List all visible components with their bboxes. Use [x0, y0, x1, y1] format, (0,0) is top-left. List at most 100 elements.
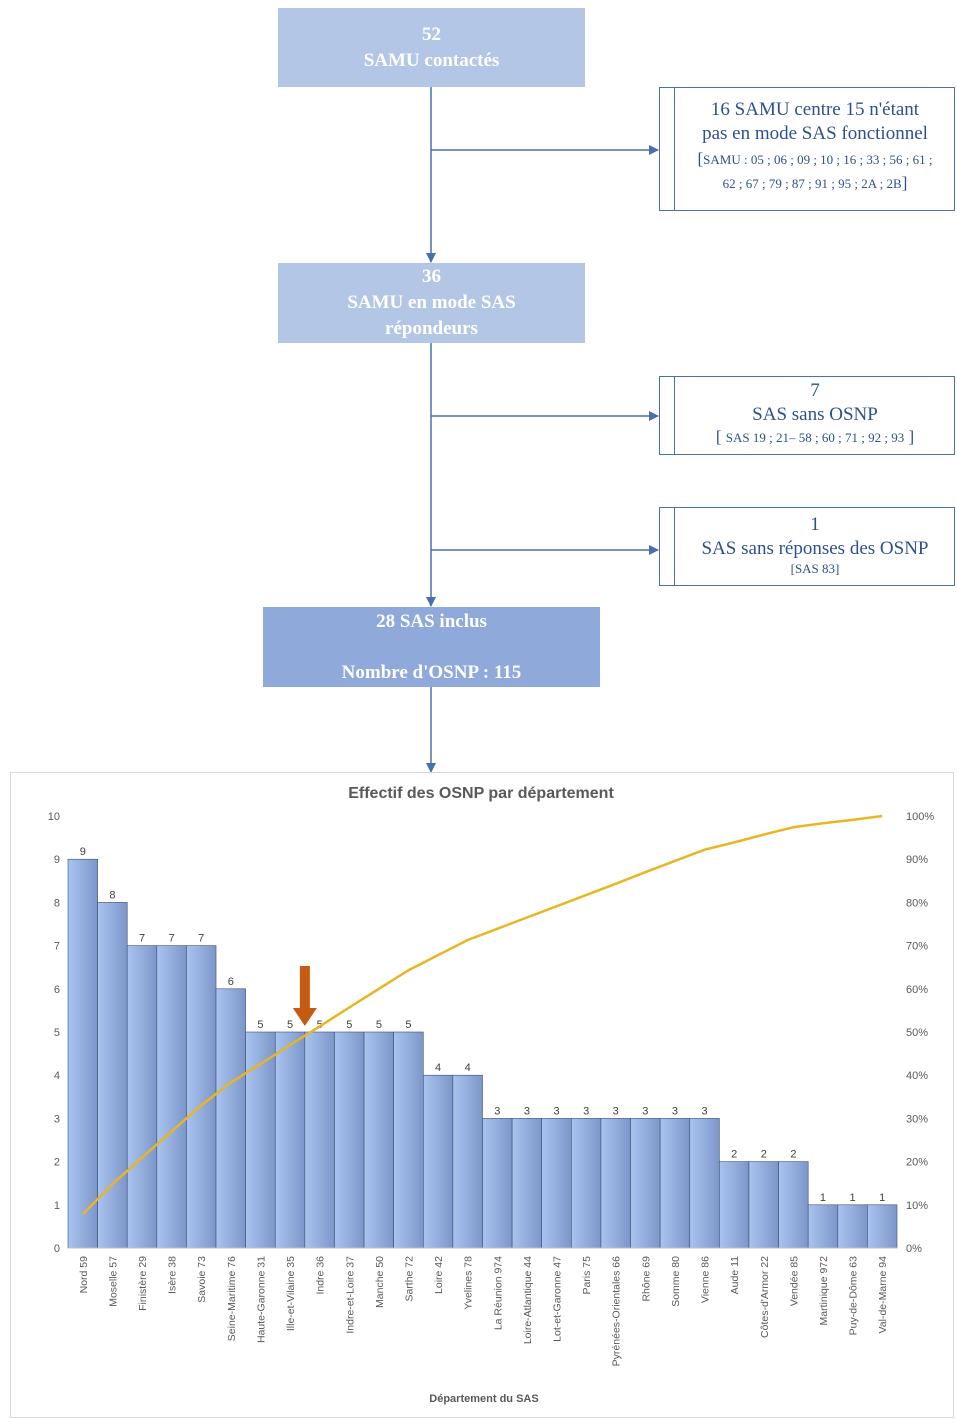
y-tick-8: 8 [54, 897, 60, 909]
sas-without-osnp-box: 7 SAS sans OSNP [ SAS 19 ; 21– 58 ; 60 ;… [659, 376, 955, 455]
value-label-5: 7 [198, 933, 204, 945]
flow-connectors [426, 87, 659, 773]
value-label-23: 2 [731, 1149, 737, 1161]
bar-6 [215, 988, 246, 1249]
bar-25 [778, 1161, 809, 1249]
y-tick-6: 6 [54, 984, 60, 996]
value-label-1: 9 [80, 846, 86, 858]
annotation-arrow-head [292, 1008, 317, 1026]
category-label-17: Lot-et-Garonne 47 [552, 1256, 564, 1342]
value-label-15: 3 [494, 1105, 500, 1117]
category-label-15: La Réunion 974 [492, 1256, 504, 1330]
y-tick-7: 7 [54, 941, 60, 953]
value-label-12: 5 [405, 1019, 411, 1031]
value-label-21: 3 [672, 1105, 678, 1117]
without-osnp-label: SAS sans OSNP [752, 404, 878, 425]
non-functional-list-1: [SAMU : 05 ; 06 ; 09 ; 10 ; 16 ; 33 ; 56… [697, 149, 933, 168]
responders-count: 36 [422, 266, 441, 287]
y-tick-2: 2 [54, 1157, 60, 1169]
category-label-16: Loire-Atlantique 44 [522, 1256, 534, 1344]
bar-11 [363, 1031, 394, 1249]
category-label-12: Sarthe 72 [403, 1256, 415, 1302]
bar-8 [274, 1031, 306, 1249]
responders-label-2: répondeurs [385, 318, 478, 339]
side-box-divider [674, 88, 675, 210]
y-tick-0: 0 [54, 1243, 60, 1255]
category-label-1: Nord 59 [78, 1256, 90, 1294]
category-label-24: Côtes-d'Armor 22 [759, 1256, 771, 1338]
y2-tick-10: 100% [906, 811, 934, 823]
y-tick-1: 1 [54, 1200, 60, 1212]
category-label-10: Indre-et-Loire 37 [344, 1256, 356, 1334]
y2-tick-7: 70% [906, 941, 928, 953]
category-label-28: Val-de-Marne 94 [877, 1256, 889, 1334]
value-label-8: 5 [287, 1019, 293, 1031]
sas-responders-box: 36 SAMU en mode SAS répondeurs [278, 263, 585, 343]
value-label-7: 5 [257, 1019, 263, 1031]
category-label-25: Vendée 85 [788, 1256, 800, 1306]
non-functional-samu-box: 16 SAMU centre 15 n'étant pas en mode SA… [659, 87, 955, 211]
bar-4 [156, 945, 187, 1249]
no-response-list: [SAS 83] [790, 561, 840, 576]
bar-15 [482, 1118, 513, 1249]
bar-27 [837, 1204, 868, 1249]
annotation-arrow-shaft [299, 966, 310, 1010]
y-tick-10: 10 [48, 811, 60, 823]
value-label-2: 8 [109, 889, 115, 901]
non-functional-title-1: 16 SAMU centre 15 n'étant [710, 99, 920, 120]
value-label-4: 7 [169, 933, 175, 945]
category-label-11: Manche 50 [374, 1256, 386, 1308]
category-label-20: Rhône 69 [640, 1256, 652, 1302]
contacted-label: SAMU contactés [363, 50, 500, 71]
category-label-14: Yvelines 78 [463, 1256, 475, 1310]
value-label-20: 3 [642, 1105, 648, 1117]
no-response-count: 1 [810, 514, 820, 535]
category-label-18: Paris 75 [581, 1256, 593, 1295]
cumulative-percentage-line [81, 814, 883, 1216]
without-osnp-list: [ SAS 19 ; 21– 58 ; 60 ; 71 ; 92 ; 93 ] [715, 427, 915, 446]
value-label-13: 4 [435, 1062, 441, 1074]
bar-16 [511, 1118, 543, 1249]
y-axis-right: 0% 10% 20% 30% 40% 50% 60% 70% 80% 90% 100% [906, 811, 934, 1255]
category-label-23: Aude 11 [729, 1256, 741, 1294]
bar-20 [630, 1118, 661, 1249]
category-label-19: Pyrénées-Orientales 66 [611, 1256, 623, 1366]
bar-21 [659, 1118, 691, 1249]
y-axis-left: 0 1 2 3 4 5 6 7 8 9 10 [48, 811, 60, 1255]
category-label-9: Indre 36 [315, 1256, 327, 1295]
category-label-26: Martinique 972 [818, 1256, 830, 1326]
bar-14 [452, 1074, 483, 1249]
value-label-28: 1 [879, 1192, 885, 1204]
responders-label-1: SAMU en mode SAS [347, 292, 516, 313]
value-label-19: 3 [613, 1105, 619, 1117]
value-label-17: 3 [553, 1105, 559, 1117]
non-functional-title-2: pas en mode SAS fonctionnel [702, 123, 928, 144]
contacted-samu-box: 52 SAMU contactés [278, 8, 585, 87]
y2-tick-2: 20% [906, 1157, 928, 1169]
y-tick-9: 9 [54, 854, 60, 866]
category-label-4: Isère 38 [167, 1256, 179, 1294]
value-label-24: 2 [761, 1149, 767, 1161]
y2-tick-4: 40% [906, 1070, 928, 1082]
x-axis-title: Département du SAS [429, 1393, 538, 1405]
bar-13 [422, 1074, 454, 1249]
osnp-count-label: Nombre d'OSNP : 115 [341, 662, 522, 683]
category-label-8: Ille-et-Vilaine 35 [285, 1256, 297, 1331]
bar-26 [807, 1204, 839, 1249]
y2-tick-0: 0% [906, 1243, 922, 1255]
y-tick-5: 5 [54, 1027, 60, 1039]
bar-3 [126, 945, 158, 1249]
side-box-divider [674, 508, 675, 585]
side-box-divider [674, 377, 675, 454]
non-functional-list-2: 62 ; 67 ; 79 ; 87 ; 91 ; 95 ; 2A ; 2B] [722, 173, 908, 192]
chart-title: Effectif des OSNP par département [348, 785, 614, 802]
value-label-18: 3 [583, 1105, 589, 1117]
bar-7 [245, 1031, 276, 1249]
no-response-label: SAS sans réponses des OSNP [701, 538, 929, 559]
y2-tick-5: 50% [906, 1027, 928, 1039]
sas-no-response-box: 1 SAS sans réponses des OSNP [SAS 83] [659, 507, 955, 586]
value-label-16: 3 [524, 1105, 530, 1117]
bars-layer [67, 858, 898, 1249]
category-label-13: Loire 42 [433, 1256, 445, 1294]
value-label-25: 2 [790, 1149, 796, 1161]
